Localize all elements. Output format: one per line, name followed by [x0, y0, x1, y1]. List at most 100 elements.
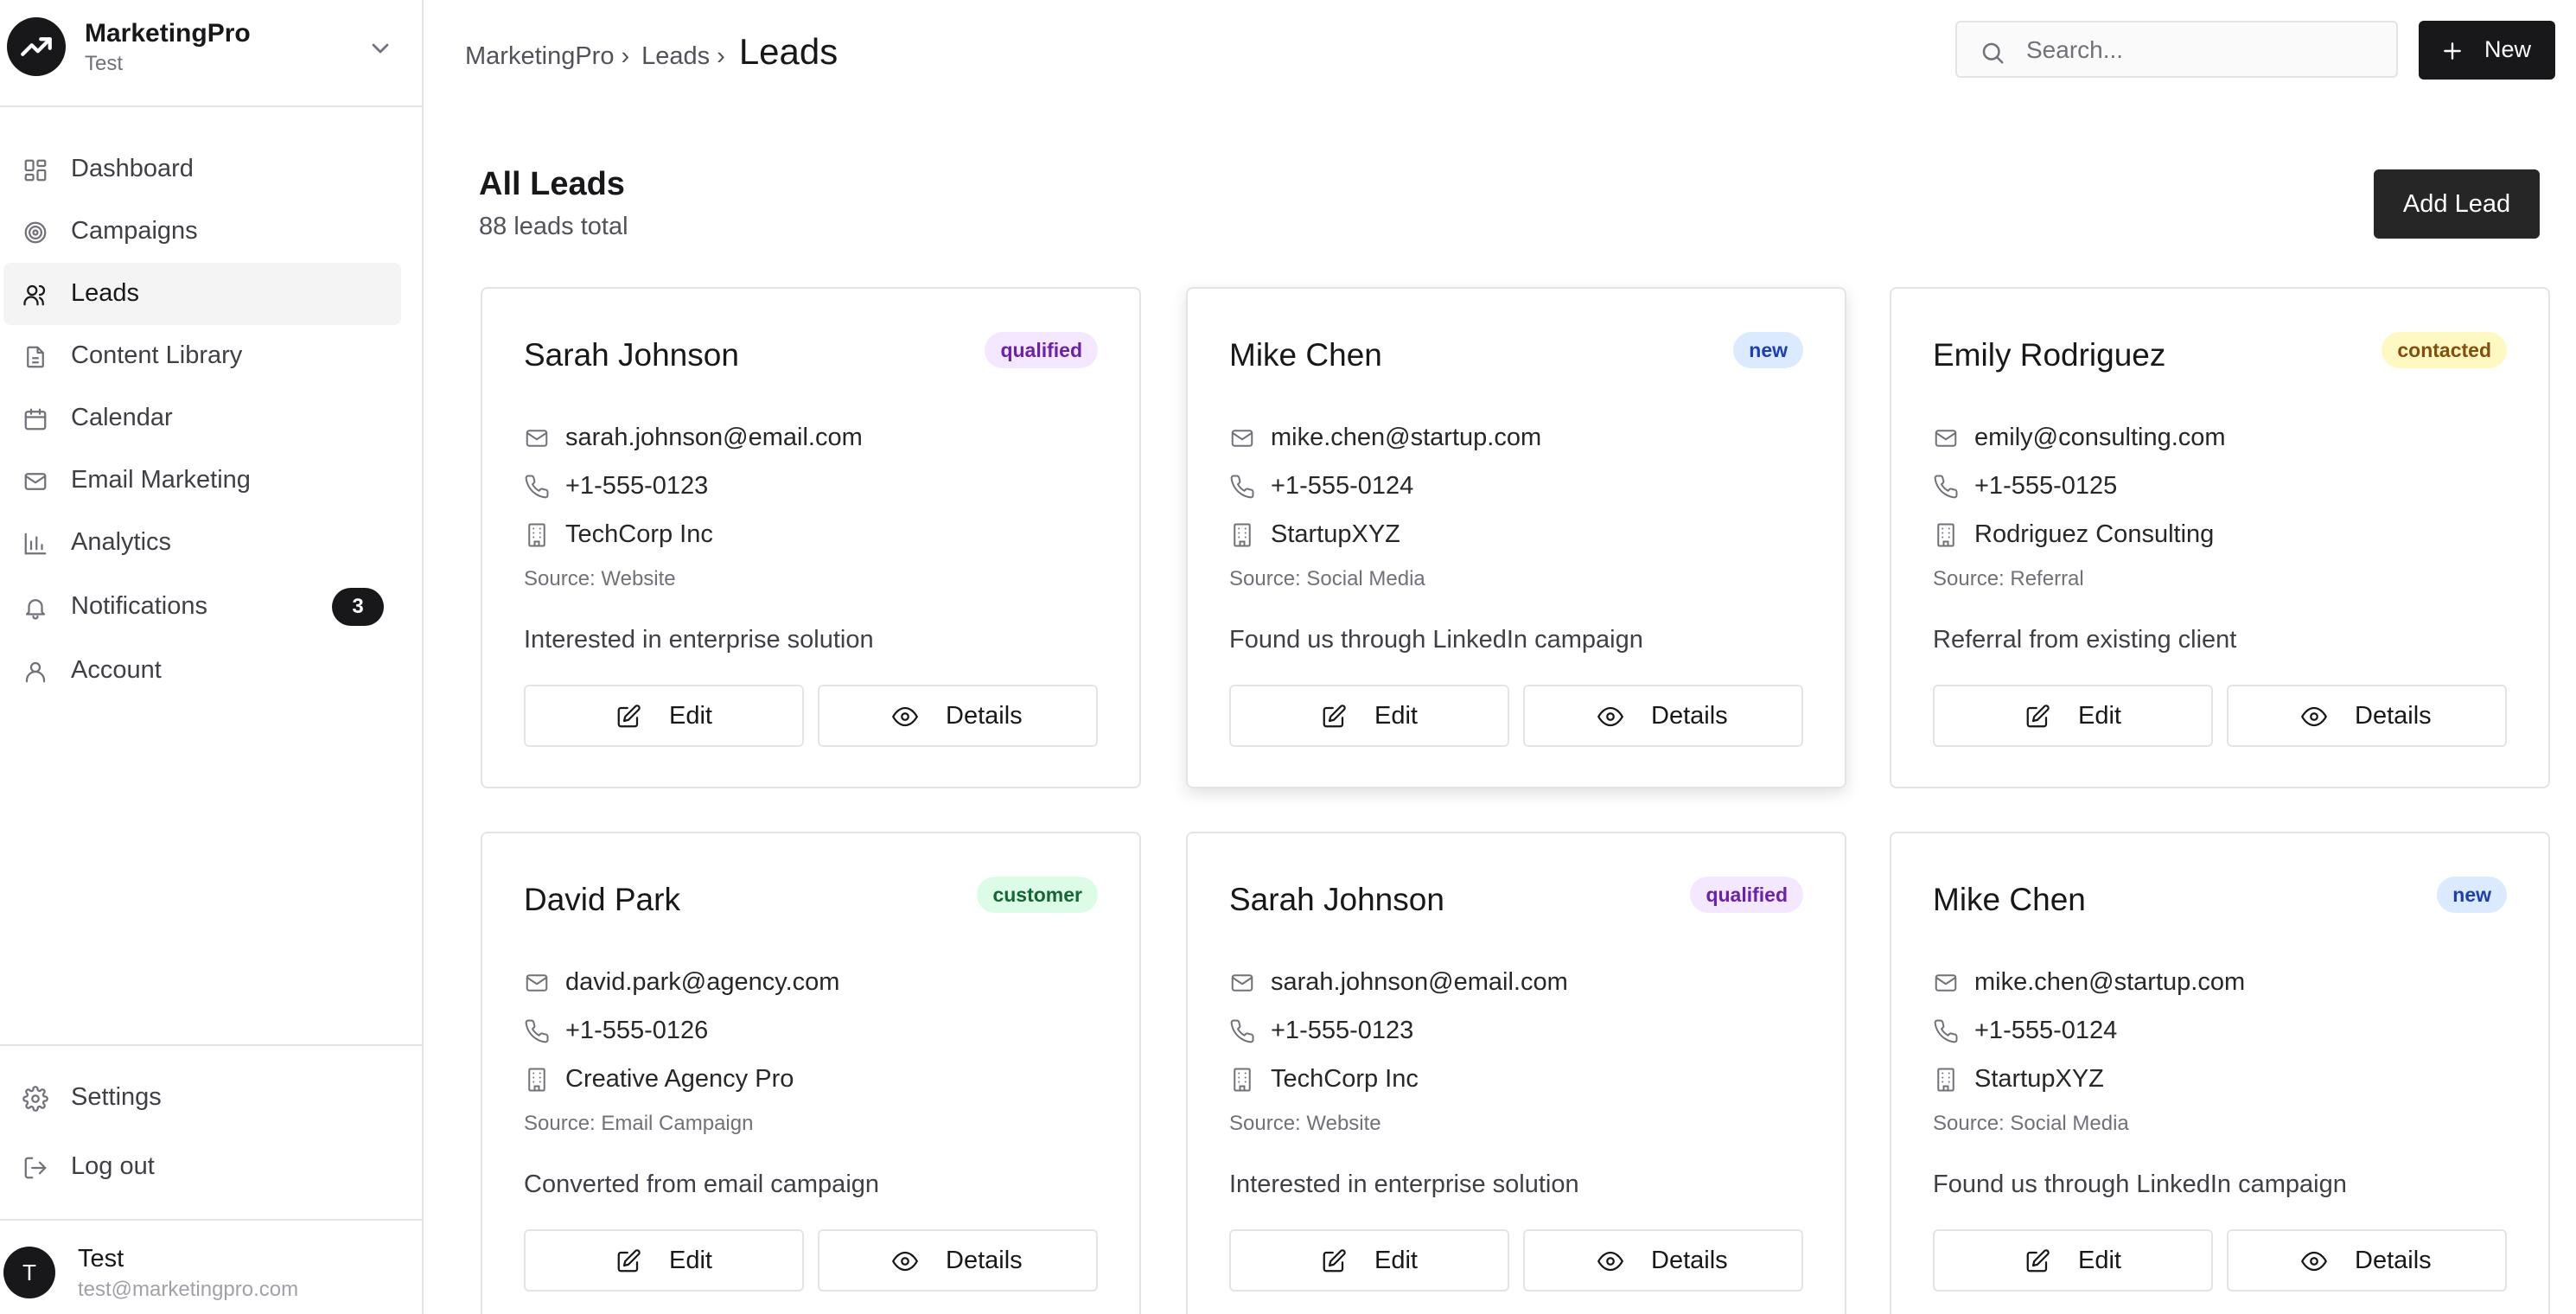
mail-icon	[24, 473, 47, 490]
breadcrumb-app[interactable]: MarketingPro	[465, 42, 615, 70]
sidebar-item-campaigns[interactable]: Campaigns	[3, 201, 401, 263]
lead-email-row: david.park@agency.com	[524, 965, 1112, 999]
bar-chart-icon	[24, 533, 47, 555]
phone-icon	[1230, 1019, 1254, 1043]
lead-email: sarah.johnson@email.com	[1271, 968, 1568, 996]
sidebar-item-label: Leads	[71, 279, 140, 307]
leads-count: 88 leads total	[479, 213, 628, 240]
search-box[interactable]	[1955, 21, 2398, 78]
sidebar-item-notifications[interactable]: Notifications 3	[3, 576, 401, 638]
logout-icon	[24, 1157, 47, 1179]
lead-email-row: sarah.johnson@email.com	[1229, 965, 1817, 999]
user-icon	[25, 661, 46, 683]
details-button[interactable]: Details	[2227, 685, 2507, 747]
phone-icon	[1230, 475, 1254, 499]
sidebar-item-content-library[interactable]: Content Library	[3, 325, 401, 387]
sidebar-item-dashboard[interactable]: Dashboard	[3, 138, 401, 201]
sidebar-item-logout[interactable]: Log out	[3, 1136, 401, 1198]
edit-label: Edit	[1374, 1247, 1418, 1274]
sidebar-item-label: Calendar	[71, 404, 173, 431]
lead-name: David Park	[524, 882, 680, 917]
target-icon	[24, 221, 47, 244]
logout-label: Log out	[71, 1152, 155, 1180]
phone-icon	[525, 475, 549, 499]
grid-icon	[24, 159, 47, 182]
edit-button[interactable]: Edit	[1933, 1229, 2213, 1292]
mail-icon	[1231, 430, 1253, 447]
details-button[interactable]: Details	[818, 685, 1098, 747]
new-button-label: New	[2484, 36, 2532, 62]
search-input[interactable]	[2026, 31, 2381, 69]
lead-company: Rodriguez Consulting	[1974, 520, 2215, 548]
breadcrumb-separator: ›	[621, 42, 630, 70]
phone-icon	[525, 1019, 549, 1043]
details-label: Details	[1651, 1247, 1728, 1274]
lead-company: TechCorp Inc	[1271, 1065, 1419, 1093]
sidebar-item-leads[interactable]: Leads	[3, 263, 401, 325]
status-badge: qualified	[985, 332, 1098, 368]
edit-label: Edit	[1374, 702, 1418, 730]
user-name: Test	[78, 1245, 124, 1273]
edit-label: Edit	[2078, 1247, 2121, 1274]
details-button[interactable]: Details	[2227, 1229, 2507, 1292]
breadcrumb: MarketingPro › Leads › Leads	[465, 31, 838, 72]
new-button[interactable]: New	[2419, 21, 2555, 80]
lead-company-row: Rodriguez Consulting	[1933, 517, 2521, 552]
eye-icon	[2301, 1251, 2327, 1272]
sidebar-item-email-marketing[interactable]: Email Marketing	[3, 450, 401, 512]
sidebar-item-analytics[interactable]: Analytics	[3, 512, 401, 574]
lead-name: Emily Rodriguez	[1933, 337, 2166, 373]
lead-phone: +1-555-0124	[1974, 1017, 2118, 1044]
edit-button[interactable]: Edit	[1229, 685, 1509, 747]
edit-label: Edit	[669, 702, 712, 730]
lead-company-row: StartupXYZ	[1933, 1062, 2521, 1096]
sidebar-item-label: Account	[71, 656, 162, 684]
status-badge: qualified	[1690, 877, 1803, 913]
edit-button[interactable]: Edit	[1933, 685, 2213, 747]
lead-note: Interested in enterprise solution	[524, 626, 874, 654]
calendar-icon	[24, 408, 47, 431]
lead-email: sarah.johnson@email.com	[565, 424, 863, 451]
sidebar-item-settings[interactable]: Settings	[3, 1067, 401, 1129]
add-lead-button[interactable]: Add Lead	[2374, 169, 2540, 239]
lead-name: Sarah Johnson	[1229, 882, 1444, 917]
sidebar-item-account[interactable]: Account	[3, 640, 401, 702]
details-label: Details	[2355, 1247, 2432, 1274]
lead-card: Mike Chen new mike.chen@startup.com +1-5…	[1186, 287, 1846, 788]
sidebar-item-calendar[interactable]: Calendar	[3, 387, 401, 450]
lead-company: StartupXYZ	[1974, 1065, 2104, 1093]
edit-icon	[1323, 1249, 1346, 1273]
building-icon	[1937, 523, 1954, 547]
settings-label: Settings	[71, 1083, 162, 1111]
workspace-switcher[interactable]: MarketingPro Test	[0, 0, 422, 107]
lead-company-row: TechCorp Inc	[1229, 1062, 1817, 1096]
details-label: Details	[946, 702, 1023, 730]
edit-button[interactable]: Edit	[524, 1229, 804, 1292]
lead-email: emily@consulting.com	[1974, 424, 2226, 451]
status-badge: new	[1733, 332, 1803, 368]
mail-icon	[1935, 974, 1957, 992]
lead-company: StartupXYZ	[1271, 520, 1400, 548]
edit-button[interactable]: Edit	[1229, 1229, 1509, 1292]
lead-phone-row: +1-555-0126	[524, 1013, 1112, 1048]
details-button[interactable]: Details	[1523, 685, 1803, 747]
sidebar-divider	[0, 1219, 422, 1221]
lead-company: Creative Agency Pro	[565, 1065, 794, 1093]
eye-icon	[1597, 1251, 1623, 1272]
breadcrumb-leads[interactable]: Leads	[641, 42, 711, 70]
details-button[interactable]: Details	[818, 1229, 1098, 1292]
edit-label: Edit	[669, 1247, 712, 1274]
eye-icon	[892, 1251, 918, 1272]
lead-source: Source: Website	[524, 567, 676, 590]
lead-phone-row: +1-555-0124	[1229, 469, 1817, 503]
lead-phone-row: +1-555-0125	[1933, 469, 2521, 503]
details-label: Details	[1651, 702, 1728, 730]
lead-email-row: emily@consulting.com	[1933, 420, 2521, 455]
edit-button[interactable]: Edit	[524, 685, 804, 747]
sidebar: MarketingPro Test Dashboard Campaigns Le…	[0, 0, 424, 1314]
details-button[interactable]: Details	[1523, 1229, 1803, 1292]
sidebar-item-label: Dashboard	[71, 155, 194, 182]
avatar: T	[3, 1247, 55, 1298]
lead-card: Mike Chen new mike.chen@startup.com +1-5…	[1890, 832, 2550, 1314]
sidebar-item-label: Content Library	[71, 341, 243, 369]
